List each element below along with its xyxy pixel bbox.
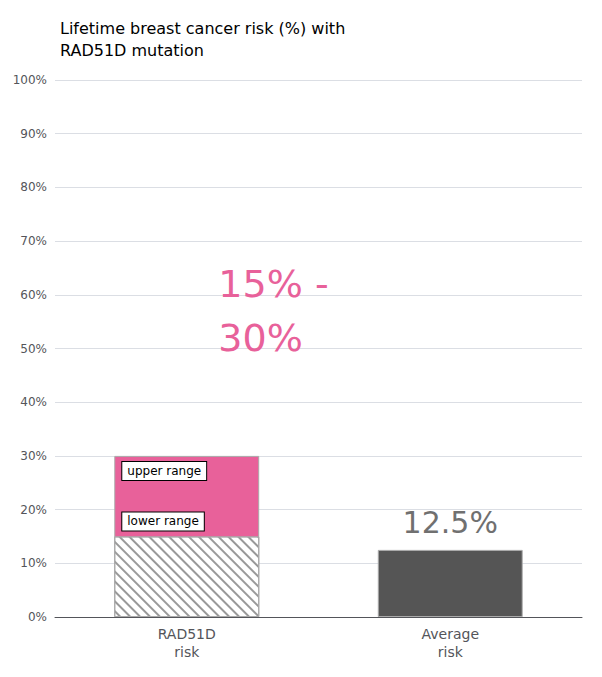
svg-text:lower range: lower range <box>127 514 199 528</box>
svg-text:10%: 10% <box>20 556 47 570</box>
svg-text:RAD51D mutation: RAD51D mutation <box>60 41 204 60</box>
svg-text:40%: 40% <box>20 395 47 409</box>
svg-text:15% -: 15% - <box>218 262 328 306</box>
svg-text:90%: 90% <box>20 127 47 141</box>
svg-text:upper range: upper range <box>127 464 201 478</box>
svg-text:risk: risk <box>438 644 464 660</box>
svg-text:Average: Average <box>422 626 480 642</box>
svg-text:12.5%: 12.5% <box>403 505 498 540</box>
svg-text:30%: 30% <box>218 316 302 360</box>
svg-text:30%: 30% <box>20 449 47 463</box>
svg-text:risk: risk <box>174 644 200 660</box>
svg-text:100%: 100% <box>13 73 47 87</box>
svg-text:80%: 80% <box>20 180 47 194</box>
svg-text:RAD51D: RAD51D <box>158 626 216 642</box>
svg-text:Lifetime breast cancer risk (%: Lifetime breast cancer risk (%) with <box>60 19 345 38</box>
svg-text:50%: 50% <box>20 342 47 356</box>
svg-text:60%: 60% <box>20 288 47 302</box>
svg-text:20%: 20% <box>20 503 47 517</box>
svg-text:70%: 70% <box>20 234 47 248</box>
svg-text:0%: 0% <box>28 610 47 624</box>
